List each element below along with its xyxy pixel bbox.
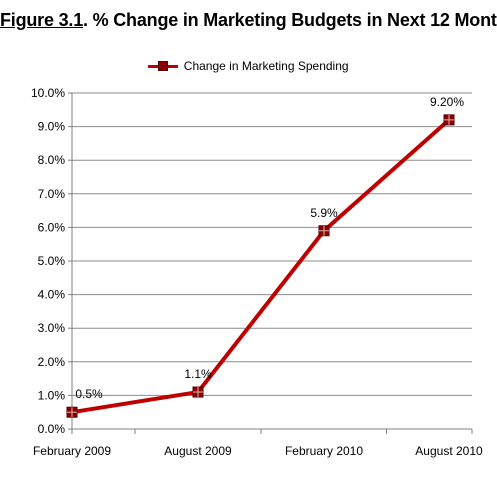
legend-series-label: Change in Marketing Spending bbox=[183, 58, 349, 73]
y-tick-label: 7.0% bbox=[38, 187, 66, 201]
data-labels: 0.5% 1.1% 5.9% 9.20% bbox=[75, 95, 464, 401]
data-label: 9.20% bbox=[430, 95, 464, 109]
x-tick-label: August 2009 bbox=[164, 444, 232, 458]
data-point-marker bbox=[318, 225, 330, 237]
y-axis-ticks: 0.0% 1.0% 2.0% 3.0% 4.0% 5.0% 6.0% 7.0% 8.0% 9.0%… bbox=[31, 86, 72, 436]
x-tick-label: February 2009 bbox=[33, 444, 111, 458]
series-line bbox=[71, 118, 451, 415]
x-axis-ticks: February 2009 August 2009 February 2010 Aug… bbox=[33, 429, 483, 458]
gridlines bbox=[72, 92, 472, 396]
data-point-marker bbox=[443, 114, 455, 126]
y-tick-label: 9.0% bbox=[38, 120, 66, 134]
data-point-marker bbox=[66, 406, 78, 418]
data-label: 0.5% bbox=[75, 387, 103, 401]
legend: Change in Marketing Spending bbox=[0, 58, 497, 73]
y-tick-label: 3.0% bbox=[38, 321, 66, 335]
data-point-marker bbox=[192, 386, 204, 398]
y-tick-label: 4.0% bbox=[38, 288, 66, 302]
legend-line-marker-icon bbox=[148, 60, 179, 72]
figure-number: Figure 3.1 bbox=[0, 10, 84, 30]
x-tick-label: August 2010 bbox=[415, 444, 483, 458]
y-tick-label: 2.0% bbox=[38, 355, 66, 369]
data-label: 5.9% bbox=[310, 206, 338, 220]
data-label: 1.1% bbox=[184, 367, 212, 381]
y-tick-label: 0.0% bbox=[38, 422, 66, 436]
series-change-in-marketing-spending bbox=[66, 114, 455, 418]
x-tick-label: February 2010 bbox=[285, 444, 363, 458]
y-tick-label: 8.0% bbox=[38, 153, 66, 167]
y-tick-label: 6.0% bbox=[38, 220, 66, 234]
y-tick-label: 5.0% bbox=[38, 254, 66, 268]
y-tick-label: 1.0% bbox=[38, 388, 66, 402]
chart-title: Figure 3.1. % Change in Marketing Budget… bbox=[0, 10, 497, 31]
y-tick-label: 10.0% bbox=[31, 86, 65, 100]
title-text: . % Change in Marketing Budgets in Next … bbox=[83, 10, 497, 30]
